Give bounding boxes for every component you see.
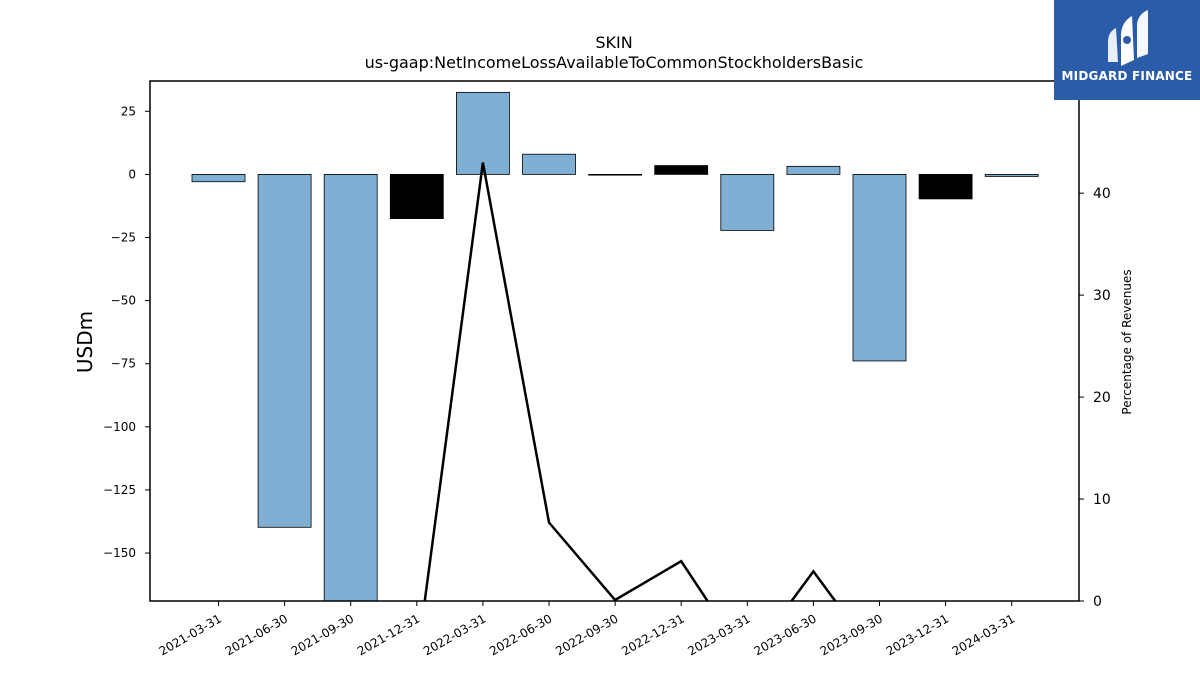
y-tick-label: −25 <box>111 231 136 245</box>
y-tick-label: 0 <box>128 167 136 181</box>
bar-2024-03-31 <box>984 173 1039 177</box>
y-right-tick-label: 10 <box>1093 492 1111 508</box>
plot-frame <box>149 80 1080 602</box>
x-tick-label: 2022-06-30 <box>487 611 554 658</box>
midgard-finance-logo: MIDGARD FINANCE <box>1054 0 1200 100</box>
bar-2021-06-30 <box>257 173 312 528</box>
bars-group <box>191 91 1039 602</box>
y-right-tick-label: 40 <box>1093 186 1111 202</box>
x-tick-label: 2023-09-30 <box>818 611 885 658</box>
logo-text: MIDGARD FINANCE <box>1061 69 1193 83</box>
x-tick-label: 2021-06-30 <box>223 611 290 658</box>
y-axis-ticks: 25 0 −25 −50 −75 −100 −125 −150 <box>103 104 150 560</box>
x-tick-label: 2021-03-31 <box>157 611 224 658</box>
bar-2021-12-31 <box>389 173 444 219</box>
x-tick-label: 2024-03-31 <box>950 611 1017 658</box>
x-tick-label: 2023-12-31 <box>884 611 951 658</box>
bar-2023-09-30 <box>852 173 907 362</box>
y-tick-label: −75 <box>111 357 136 371</box>
y-tick-label: −100 <box>103 420 136 434</box>
bar-2023-06-30 <box>786 165 841 175</box>
bar-2022-12-31 <box>654 165 709 175</box>
y-tick-label: −125 <box>103 483 136 497</box>
x-axis-ticks: 2021-03-312021-06-302021-09-302021-12-31… <box>157 601 1017 658</box>
bar-2023-03-31 <box>720 173 775 231</box>
x-tick-label: 2022-03-31 <box>421 611 488 658</box>
line-group <box>423 162 837 601</box>
bar-2022-03-31 <box>455 91 510 175</box>
percentage-line <box>423 162 837 601</box>
chart-subtitle: us-gaap:NetIncomeLossAvailableToCommonSt… <box>365 53 864 72</box>
bar-2021-09-30 <box>323 173 378 602</box>
x-tick-label: 2022-12-31 <box>619 611 686 658</box>
x-tick-label: 2022-09-30 <box>553 611 620 658</box>
y-axis-label: USDm <box>73 311 97 373</box>
bar-2023-12-31 <box>918 173 973 200</box>
y-right-tick-label: 30 <box>1093 288 1111 304</box>
x-tick-label: 2023-06-30 <box>751 611 818 658</box>
bar-2022-06-30 <box>522 153 576 175</box>
bar-2021-03-31 <box>191 173 246 183</box>
y-tick-label: −150 <box>103 546 136 560</box>
x-tick-label: 2021-09-30 <box>289 611 356 658</box>
y-right-tick-label: 20 <box>1093 390 1111 406</box>
y-axis-right-label: Percentage of Revenues <box>1120 269 1134 414</box>
y-tick-label: −50 <box>111 294 136 308</box>
x-tick-label: 2021-12-31 <box>355 611 422 658</box>
y-axis-right-ticks: 0 10 20 30 40 <box>1079 186 1111 610</box>
y-right-tick-label: 0 <box>1093 594 1102 610</box>
bar-2022-09-30 <box>588 173 642 176</box>
x-tick-label: 2023-03-31 <box>685 611 752 658</box>
chart-title: SKIN <box>595 33 632 52</box>
logo-mark-icon <box>1108 10 1148 66</box>
y-tick-label: 25 <box>121 104 136 118</box>
